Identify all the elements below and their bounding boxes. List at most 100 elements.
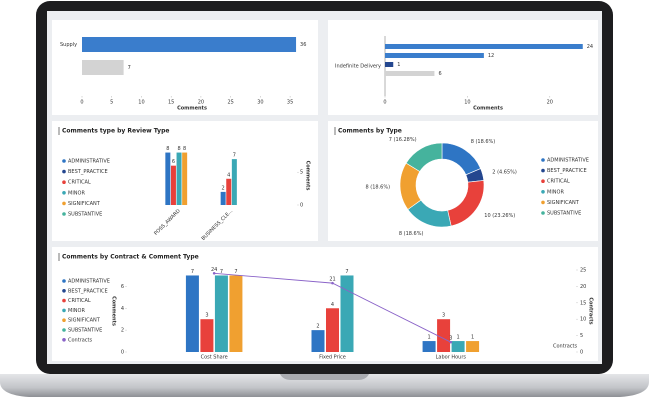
legend-dot: [541, 179, 545, 183]
data-label: 8 (18.6%): [471, 139, 496, 145]
data-label: 3: [442, 313, 445, 319]
data-label: 21: [329, 277, 335, 283]
bar: [451, 341, 465, 352]
legend-label: CRITICAL: [68, 298, 91, 304]
chart-title: Comments type by Review Type: [62, 128, 169, 135]
y-axis-label: Comments: [111, 296, 117, 326]
legend-label: SUBSTANTIVE: [547, 211, 581, 217]
y2-tick-label: 10: [580, 317, 586, 323]
legend-label: BEST_PRACTICE: [68, 288, 108, 294]
bar: [214, 275, 228, 352]
y-tick-label: 6: [121, 284, 124, 290]
bar: [385, 53, 484, 58]
x-tick-label: Cost Share: [201, 355, 228, 361]
bar: [466, 341, 480, 352]
data-label: 1: [456, 335, 459, 341]
legend-label: SUBSTANTIVE: [68, 212, 102, 218]
data-label: 8: [177, 146, 180, 152]
line-point: [212, 271, 216, 275]
data-label: 7: [345, 269, 348, 275]
data-label: 3: [449, 336, 452, 342]
line-point: [331, 281, 334, 285]
y2-axis-label: Contracts: [588, 297, 594, 324]
y-axis-label: Comments: [305, 161, 311, 191]
legend-label: MINOR: [68, 308, 85, 314]
legend-dot: [62, 328, 66, 332]
legend-label: ADMINISTRATIVE: [547, 158, 589, 164]
bar: [385, 44, 583, 49]
legend-dot: [541, 158, 545, 162]
legend-dot: [62, 169, 66, 174]
legend-dot: [62, 318, 66, 323]
legend-dot: [62, 338, 66, 342]
data-label: 6: [172, 159, 175, 165]
x-tick-label: 10: [464, 100, 470, 106]
data-label: 2 (4.65%): [492, 169, 517, 175]
data-label: 8: [166, 146, 169, 152]
bar: [385, 71, 435, 76]
legend-dot: [62, 191, 66, 195]
data-label: 24: [587, 44, 593, 50]
y-tick-label: 0: [300, 203, 303, 209]
bar: [229, 275, 243, 352]
data-label: 7: [234, 269, 237, 275]
legend-dot: [541, 211, 545, 215]
legend-dot: [62, 212, 66, 216]
y2-tick-label: 25: [580, 268, 586, 274]
y2-tick-label: 5: [580, 333, 583, 339]
bar: [226, 178, 232, 205]
legend-label: BEST_PRACTICE: [547, 168, 587, 174]
x-tick-label: 20: [547, 100, 553, 106]
data-label: 12: [488, 53, 494, 59]
data-label: 3: [205, 313, 208, 319]
legend-label: MINOR: [547, 189, 564, 195]
x-tick-label: 0: [383, 100, 386, 106]
panel: [52, 247, 598, 361]
legend-label: SUBSTANTIVE: [68, 328, 102, 334]
legend-dot: [541, 200, 545, 205]
bar: [231, 159, 237, 205]
data-label: 6: [438, 71, 441, 77]
data-label: 2: [222, 185, 225, 191]
legend-label: Contracts: [68, 337, 93, 343]
legend-label: MINOR: [68, 190, 85, 196]
data-label: 8 (18.6%): [365, 184, 390, 190]
data-label: 24: [211, 267, 217, 273]
category-label: Supply: [60, 42, 77, 48]
legend-dot: [62, 201, 66, 206]
x-tick-label: Labor Hours: [436, 355, 467, 361]
x-tick-label: 0: [80, 100, 83, 106]
bar: [220, 191, 226, 205]
data-label: 7 (16.28%): [389, 137, 417, 143]
data-label: 7: [191, 269, 194, 275]
x-tick-label: 15: [168, 100, 174, 106]
x-axis-label: Contracts: [553, 344, 578, 350]
y-tick-label: 0: [121, 350, 124, 356]
bar: [185, 275, 199, 352]
panel: [328, 20, 598, 115]
data-label: 4: [331, 302, 334, 308]
data-label: 4: [227, 172, 230, 178]
bar: [165, 152, 171, 205]
bar: [200, 319, 214, 352]
data-label: 10 (23.26%): [484, 213, 515, 219]
data-label: 36: [300, 42, 306, 48]
y2-tick-label: 0: [580, 350, 583, 356]
chart-title: Comments by Type: [338, 128, 402, 135]
laptop-base: [0, 374, 649, 397]
line-point: [449, 340, 453, 344]
data-label: 8: [183, 146, 186, 152]
x-tick-label: 20: [198, 100, 204, 106]
x-tick-label: 30: [257, 100, 263, 106]
x-tick-label: 25: [227, 100, 233, 106]
x-tick-label: 10: [138, 100, 144, 106]
legend-label: CRITICAL: [68, 180, 91, 186]
y-tick-label: 4: [121, 306, 124, 312]
legend-label: SIGNIFICANT: [68, 318, 101, 324]
bar: [422, 341, 436, 352]
legend-label: ADMINISTRATIVE: [68, 159, 110, 165]
donut-slice: [405, 142, 443, 172]
bar: [182, 152, 188, 205]
legend-label: SIGNIFICANT: [547, 200, 580, 206]
x-axis-label: Comments: [177, 106, 207, 112]
